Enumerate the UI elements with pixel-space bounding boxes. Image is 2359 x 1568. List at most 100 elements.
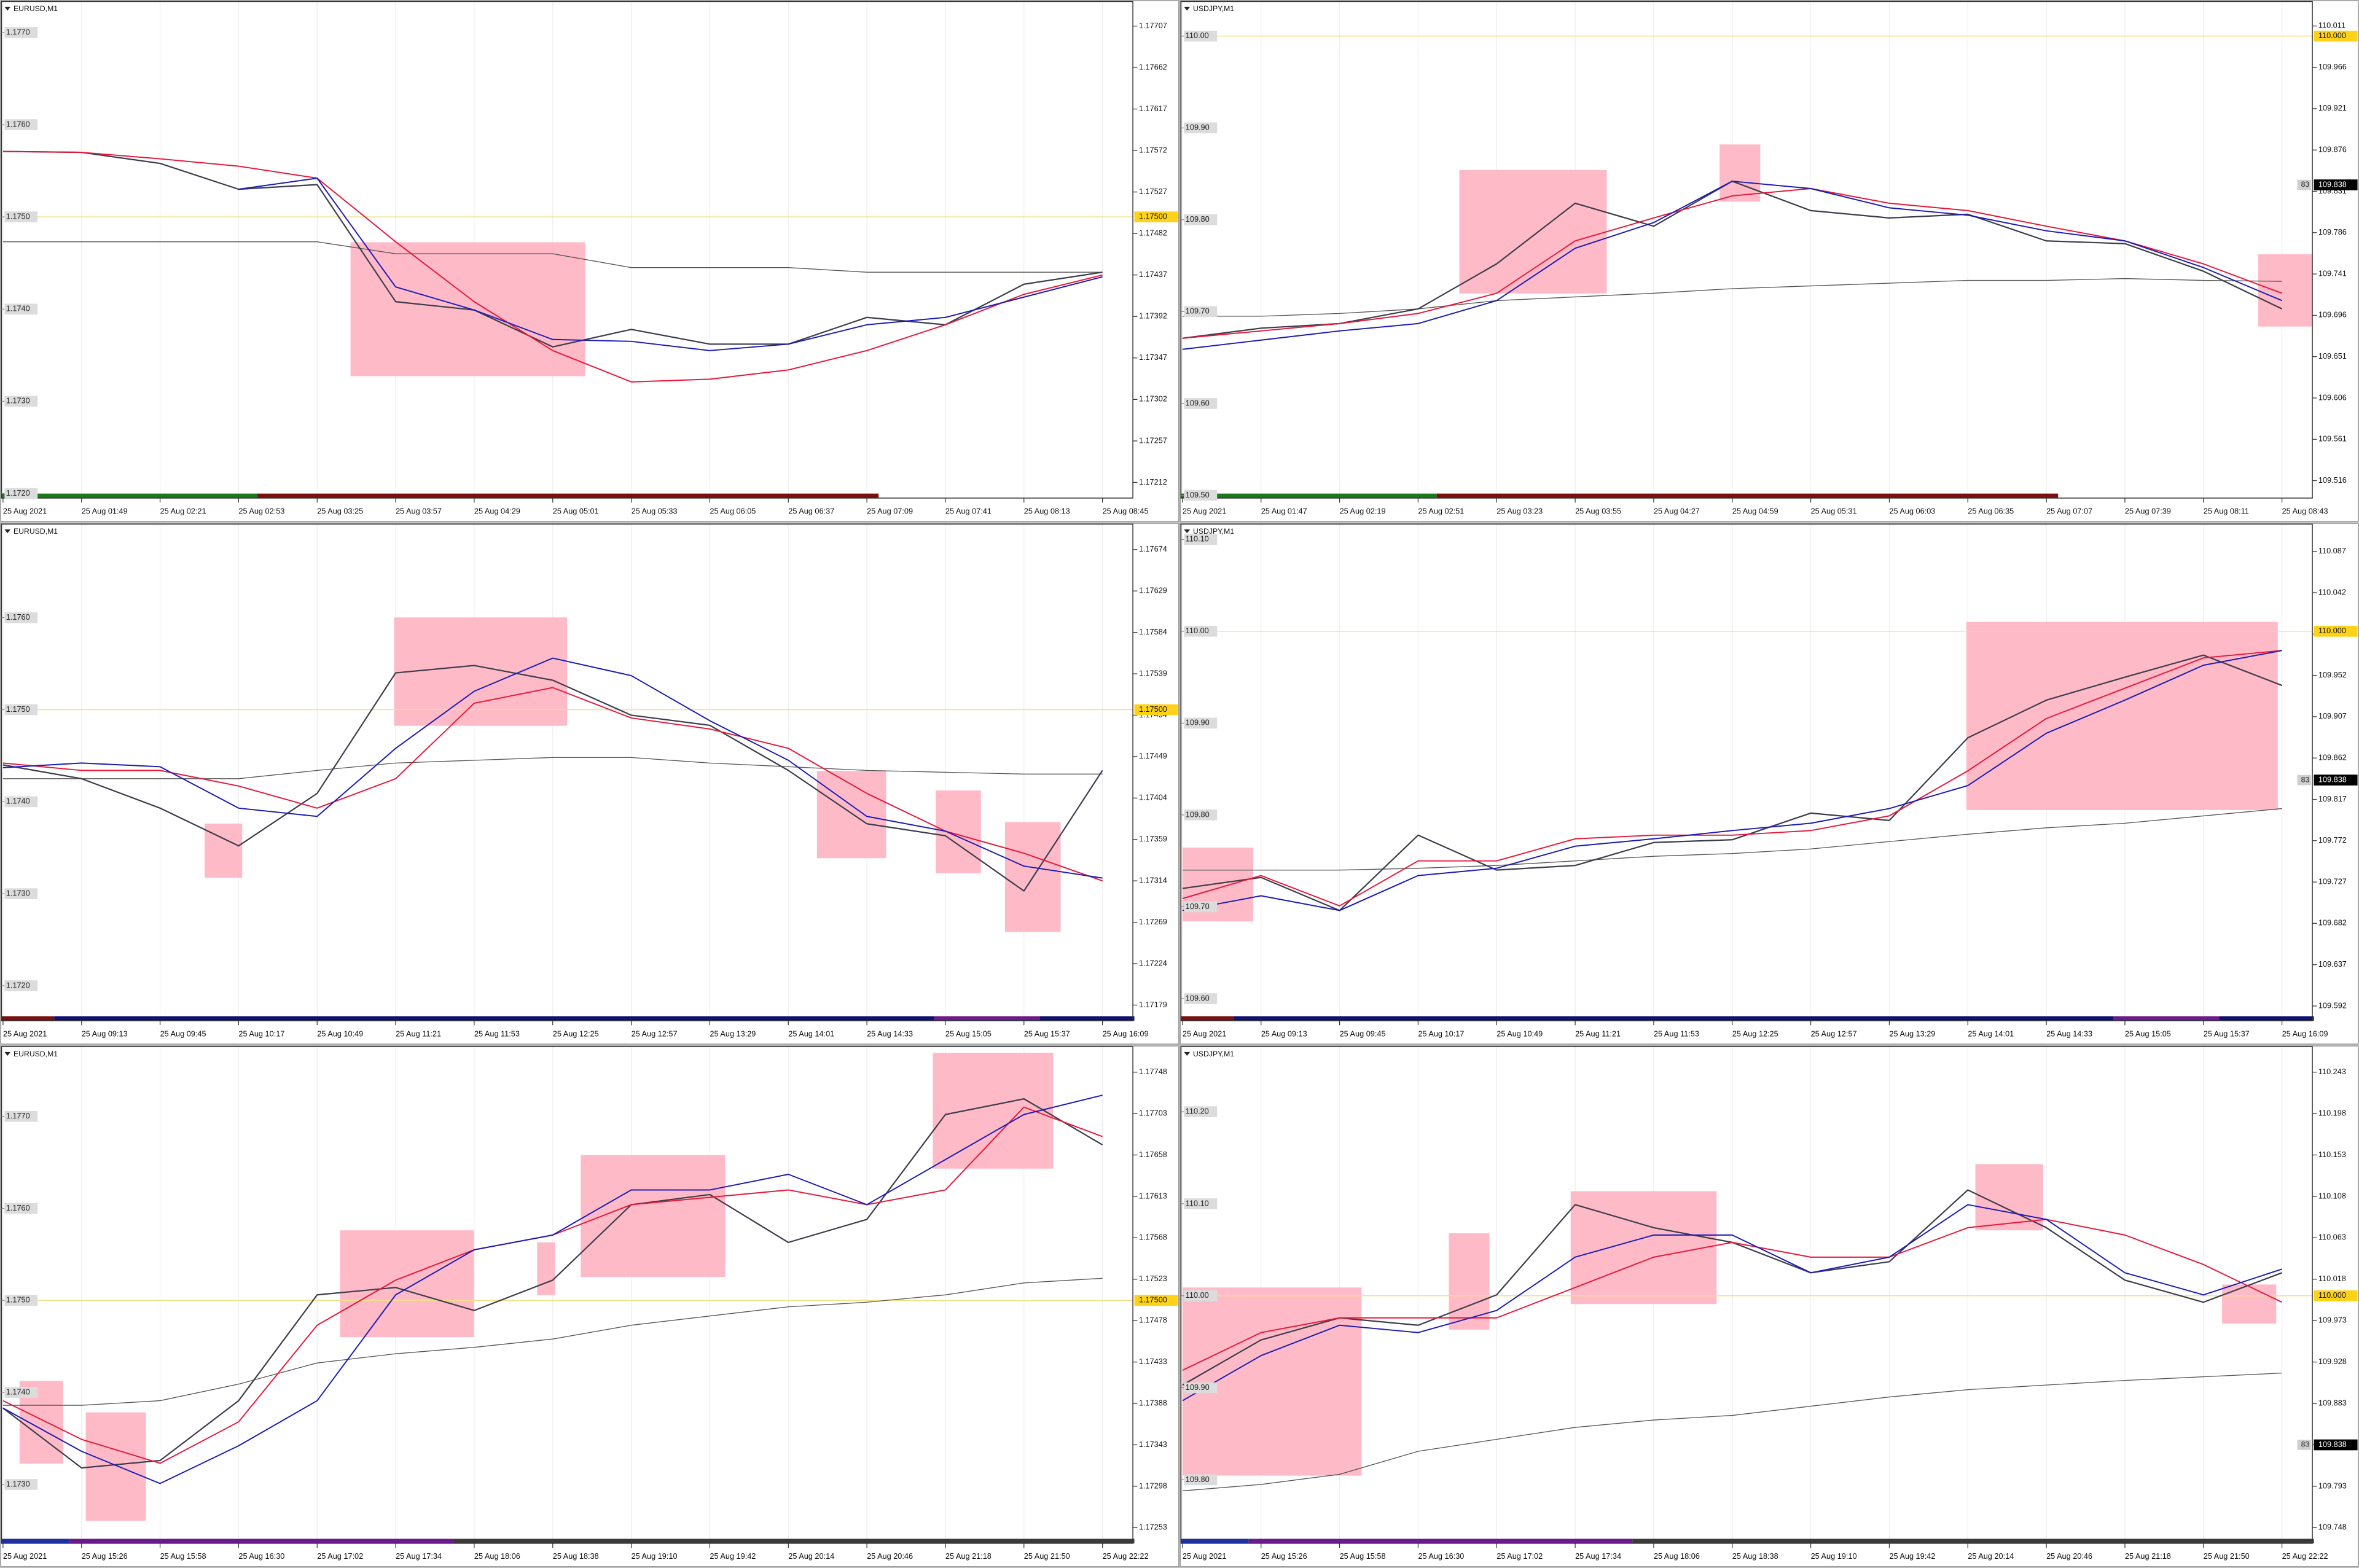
level-price-label: 110.000 (2318, 1290, 2346, 1300)
x-tick-label: 25 Aug 21:18 (945, 1551, 992, 1561)
level-label-bg (1184, 1106, 1218, 1117)
level-label: 109.80 (1186, 1475, 1210, 1484)
session-strip (2219, 1016, 2314, 1021)
y-tick-label: 1.17539 (1139, 668, 1167, 677)
level-label: 109.90 (1186, 123, 1210, 132)
level-label-bg (1184, 490, 1218, 501)
y-tick-label: 109.727 (2318, 876, 2347, 886)
level-price-label: 110.000 (2318, 31, 2346, 40)
current-price-label: 109.838 (2318, 774, 2347, 784)
level-label: 1.1720 (6, 488, 30, 497)
indicator-line (2, 1094, 1103, 1484)
highlight-zone (2258, 254, 2313, 327)
plot-area (1, 1053, 1133, 1521)
x-tick-label: 25 Aug 03:57 (396, 506, 442, 515)
chart-title: USDJPY,M1 (1193, 4, 1234, 13)
title-icon (1184, 529, 1191, 534)
chart-panel: USDJPY,M1110.087110.042109.997109.952109… (1180, 523, 2359, 1045)
x-tick-label: 25 Aug 09:13 (82, 1029, 128, 1038)
y-tick-label: 1.17437 (1139, 270, 1167, 279)
level-label-bg (4, 1295, 38, 1306)
x-tick-label: 25 Aug 04:59 (1732, 506, 1778, 515)
indicator-line (2, 150, 1103, 383)
level-label-bg (4, 303, 38, 315)
x-tick-label: 25 Aug 12:57 (632, 1029, 678, 1038)
y-tick-label: 1.17613 (1139, 1191, 1167, 1200)
x-tick-label: 25 Aug 07:07 (2046, 506, 2092, 515)
x-tick-label: 25 Aug 03:55 (1575, 506, 1621, 515)
level-price-box (2314, 30, 2358, 42)
x-tick-label: 25 Aug 10:49 (317, 1029, 363, 1038)
session-strip (934, 1016, 1040, 1021)
x-tick-label: 25 Aug 02:53 (238, 506, 284, 515)
x-tick-label: 25 Aug 15:05 (945, 1029, 992, 1038)
plot-border (1180, 523, 2313, 1021)
y-tick-label: 109.741 (2318, 268, 2347, 278)
plot-area (1181, 1164, 2313, 1492)
level-label-bg (1184, 1198, 1218, 1209)
x-tick-label: 25 Aug 15:26 (82, 1551, 128, 1561)
x-tick-label: 25 Aug 07:39 (2125, 506, 2171, 515)
x-tick-label: 25 Aug 2021 (3, 506, 47, 515)
spread-label: 83 (2301, 1440, 2310, 1449)
highlight-zone (581, 1155, 726, 1277)
level-label-bg (1184, 809, 1218, 821)
x-tick-label: 25 Aug 2021 (1183, 506, 1226, 515)
level-label-bg (1184, 1382, 1218, 1394)
y-tick-label: 109.862 (2318, 753, 2347, 762)
highlight-zone (1966, 622, 2278, 810)
session-strip (257, 493, 879, 498)
level-label-bg (1184, 901, 1218, 913)
level-label: 1.1770 (6, 27, 30, 36)
x-tick-label: 25 Aug 16:09 (2282, 1029, 2328, 1038)
indicator-line (2, 687, 1103, 882)
x-tick-label: 25 Aug 21:50 (2204, 1551, 2250, 1561)
x-tick-label: 25 Aug 2021 (1183, 1551, 1226, 1561)
level-label-bg (4, 27, 38, 38)
x-tick-label: 25 Aug 04:27 (1654, 506, 1700, 515)
current-price-box (2314, 1439, 2358, 1451)
x-tick-label: 25 Aug 08:43 (2282, 506, 2328, 515)
x-tick-label: 25 Aug 02:19 (1340, 506, 1386, 515)
level-label-bg (1184, 122, 1218, 134)
level-label: 1.1730 (6, 396, 30, 405)
x-tick-label: 25 Aug 09:45 (160, 1029, 206, 1038)
x-tick-label: 25 Aug 11:53 (1654, 1029, 1699, 1038)
y-tick-label: 1.17347 (1139, 353, 1167, 362)
highlight-zone (537, 1242, 555, 1295)
x-tick-label: 25 Aug 19:10 (632, 1551, 678, 1561)
price-line (2, 150, 1103, 348)
x-tick-label: 25 Aug 05:31 (1811, 506, 1857, 515)
session-strip (1181, 1539, 1249, 1543)
level-label: 1.1750 (6, 212, 30, 221)
x-tick-label: 25 Aug 06:03 (1889, 506, 1935, 515)
x-tick-label: 25 Aug 06:35 (1968, 506, 2014, 515)
spread-label: 83 (2301, 180, 2310, 189)
level-price-label: 1.17500 (1139, 704, 1167, 714)
level-label-bg (1184, 214, 1218, 225)
x-tick-label: 25 Aug 12:25 (553, 1029, 599, 1038)
level-label: 109.90 (1186, 718, 1210, 727)
y-tick-label: 1.17658 (1139, 1150, 1167, 1159)
level-label-bg (1184, 993, 1218, 1004)
chart-panel: EURUSD,M1 1.17748 1.17703 1.17658 1.17613 1.1… (0, 1045, 1180, 1567)
highlight-zone (1182, 1287, 1362, 1476)
level-label-bg (4, 1110, 38, 1122)
x-tick-label: 25 Aug 10:17 (1418, 1029, 1464, 1038)
y-tick-label: 1.17572 (1139, 145, 1167, 154)
y-tick-label: 110.042 (2318, 587, 2346, 596)
chart-panel: USDJPY,M1 110.011 109.966 109.921 109.876 109… (1180, 0, 2359, 522)
level-label-bg (4, 796, 38, 808)
y-tick-label: 1.17433 (1139, 1357, 1167, 1366)
level-label: 109.80 (1186, 809, 1210, 819)
session-strip (2113, 1016, 2220, 1021)
y-tick-label: 1.17343 (1139, 1440, 1167, 1449)
indicator-line (1182, 650, 2282, 911)
y-tick-label: 1.17527 (1139, 187, 1167, 196)
session-strip (1, 1539, 69, 1543)
indicator-line (1182, 278, 2282, 317)
level-label: 110.10 (1186, 534, 1209, 544)
current-price-label: 109.838 (2318, 179, 2347, 189)
indicator-line (1182, 1372, 2282, 1492)
y-tick-label: 109.748 (2318, 1523, 2347, 1532)
